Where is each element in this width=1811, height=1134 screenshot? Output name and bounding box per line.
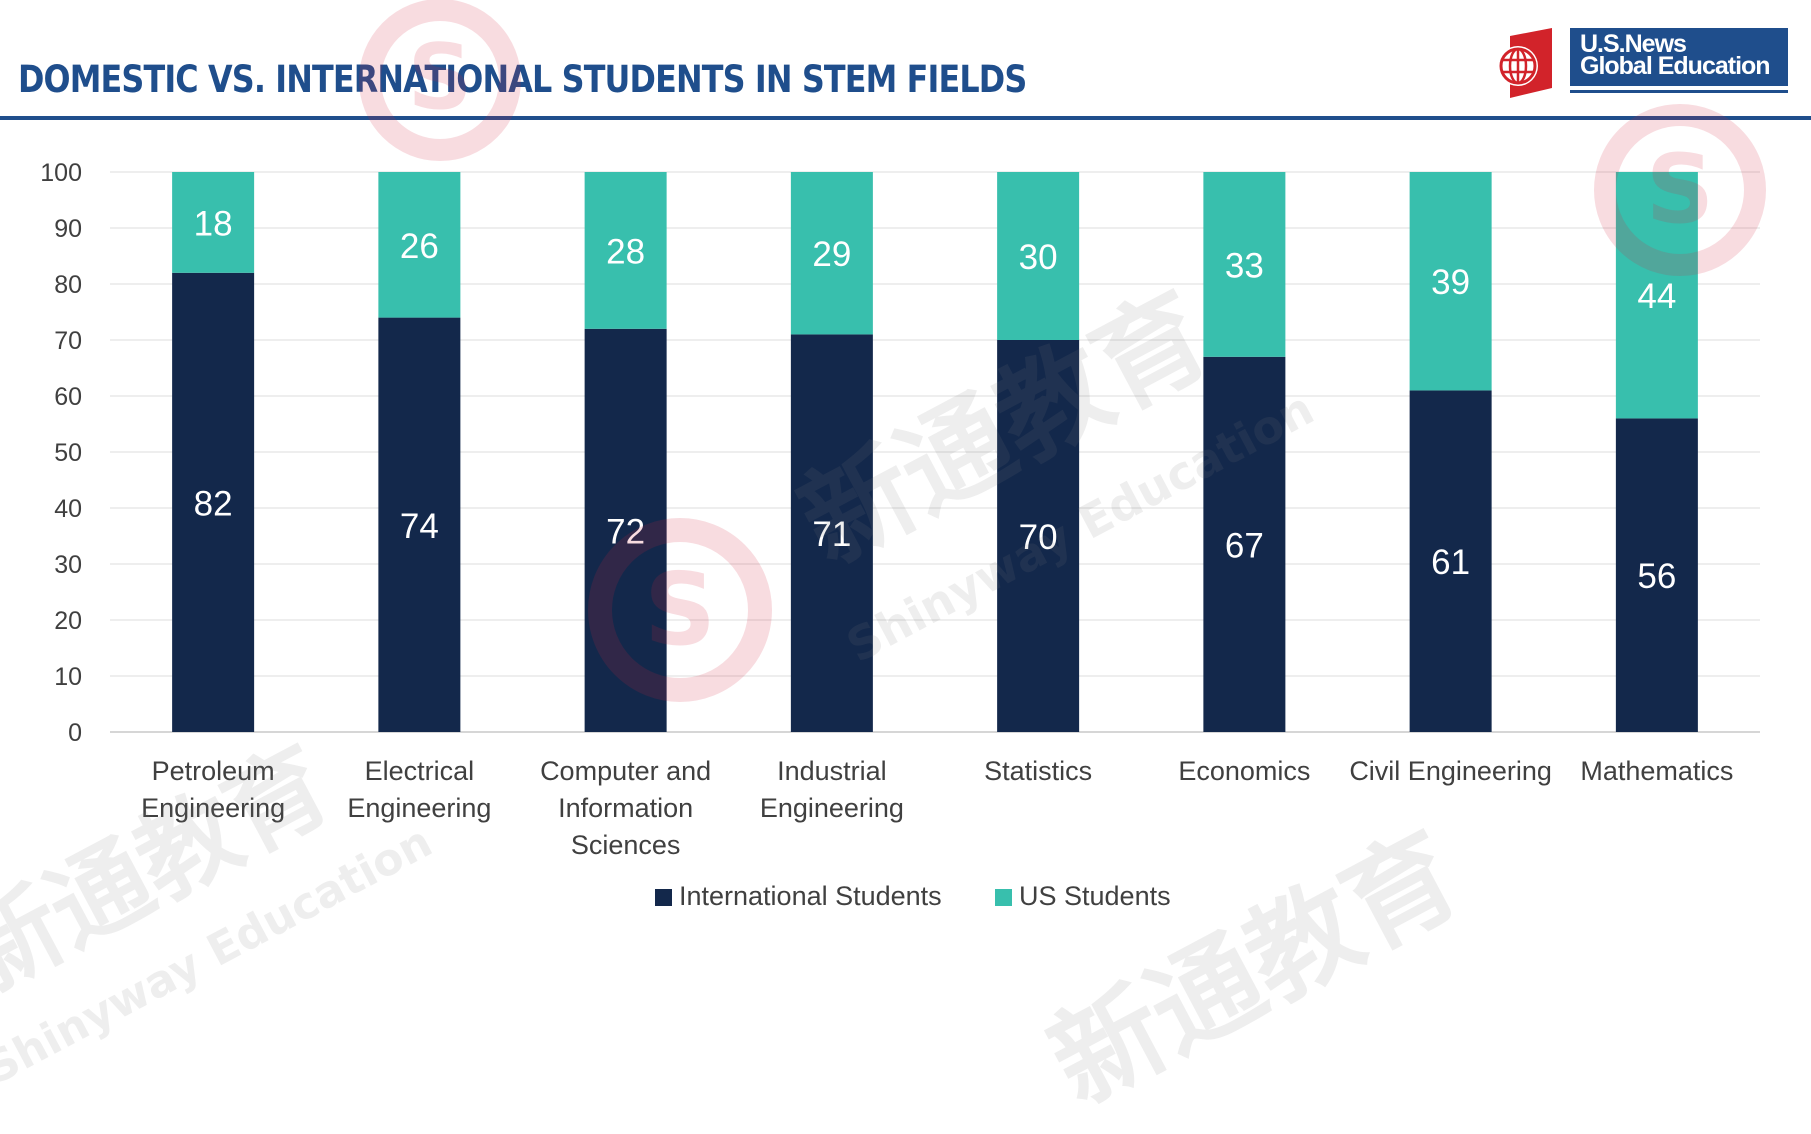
y-axis-ticks: 0 10 20 30 40 50 60 70 80 90 100 (40, 159, 82, 747)
data-label: 18 (194, 204, 233, 243)
data-label: 30 (1019, 238, 1058, 277)
x-tick-label: Petroleum Engineering (141, 756, 285, 823)
legend-label: US Students (1019, 881, 1171, 911)
bars (172, 172, 1698, 732)
logo-subtitle: Global Education (1580, 52, 1771, 80)
bar-international (584, 328, 667, 732)
gridlines (110, 171, 1760, 733)
data-label: 72 (606, 512, 645, 551)
data-label: 33 (1225, 246, 1264, 285)
bar-international (1615, 418, 1698, 732)
legend-label: International Students (679, 881, 942, 911)
data-label: 82 (194, 484, 233, 523)
bar-us (378, 172, 461, 318)
usnews-logo: U.S.News Global Education (1570, 28, 1788, 86)
bar-us (1409, 172, 1492, 391)
bar-us (790, 172, 873, 335)
bar-us (997, 172, 1080, 340)
bar-international (1203, 356, 1286, 732)
y-tick-label: 10 (54, 663, 82, 691)
data-label: 67 (1225, 526, 1264, 565)
legend-swatch (655, 889, 672, 906)
x-axis-ticks: Petroleum Engineering Electrical Engineerin… (141, 756, 1733, 860)
x-tick-label: Electrical Engineering (347, 756, 491, 823)
data-label: 70 (1019, 518, 1058, 557)
data-labels: 82 18 74 26 72 28 71 29 70 30 67 33 61 39 56 44 (194, 204, 1677, 596)
x-tick-label: Industrial Engineering (760, 756, 904, 823)
logo-wordmark: U.S.News (1580, 30, 1687, 58)
globe-logo-icon (1498, 28, 1552, 98)
data-label: 71 (812, 515, 851, 554)
x-tick-label: Economics (1178, 756, 1310, 786)
data-label: 26 (400, 227, 439, 266)
y-tick-label: 50 (54, 439, 82, 467)
x-tick-label: Mathematics (1580, 756, 1733, 786)
legend: International Students US Students (655, 881, 1171, 911)
bar-international (997, 340, 1080, 732)
logo-underline (1570, 90, 1788, 93)
page-title: DOMESTIC VS. INTERNATIONAL STUDENTS IN S… (18, 58, 1027, 101)
y-tick-label: 100 (40, 159, 82, 187)
bar-international (378, 317, 461, 732)
y-tick-label: 20 (54, 607, 82, 635)
title-divider (0, 116, 1811, 120)
bar-us (1615, 172, 1698, 419)
data-label: 61 (1431, 543, 1470, 582)
data-label: 56 (1637, 557, 1676, 596)
bar-international (1409, 390, 1492, 732)
bar-us (172, 172, 255, 273)
legend-swatch (995, 889, 1012, 906)
y-tick-label: 70 (54, 327, 82, 355)
y-tick-label: 30 (54, 551, 82, 579)
x-tick-label: Computer and Information Sciences (540, 756, 711, 860)
data-label: 44 (1637, 277, 1676, 316)
data-label: 28 (606, 232, 645, 271)
y-tick-label: 60 (54, 383, 82, 411)
data-label: 29 (812, 235, 851, 274)
bar-us (584, 172, 667, 329)
y-tick-label: 80 (54, 271, 82, 299)
y-tick-label: 90 (54, 215, 82, 243)
x-tick-label: Civil Engineering (1349, 756, 1552, 786)
data-label: 39 (1431, 263, 1470, 302)
y-tick-label: 0 (68, 719, 82, 747)
bar-international (172, 272, 255, 732)
x-tick-label: Statistics (984, 756, 1092, 786)
y-tick-label: 40 (54, 495, 82, 523)
stacked-bar-chart: 0 10 20 30 40 50 60 70 80 90 100 82 18 74 26 72 28 71 29 7… (40, 159, 1760, 911)
bar-international (790, 334, 873, 732)
bar-us (1203, 172, 1286, 357)
data-label: 74 (400, 507, 439, 546)
